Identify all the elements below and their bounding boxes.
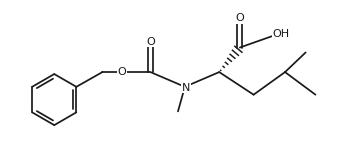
Text: O: O — [146, 37, 155, 47]
Text: O: O — [118, 67, 126, 77]
Text: OH: OH — [273, 29, 290, 39]
Text: N: N — [182, 83, 190, 93]
Text: O: O — [235, 13, 244, 23]
